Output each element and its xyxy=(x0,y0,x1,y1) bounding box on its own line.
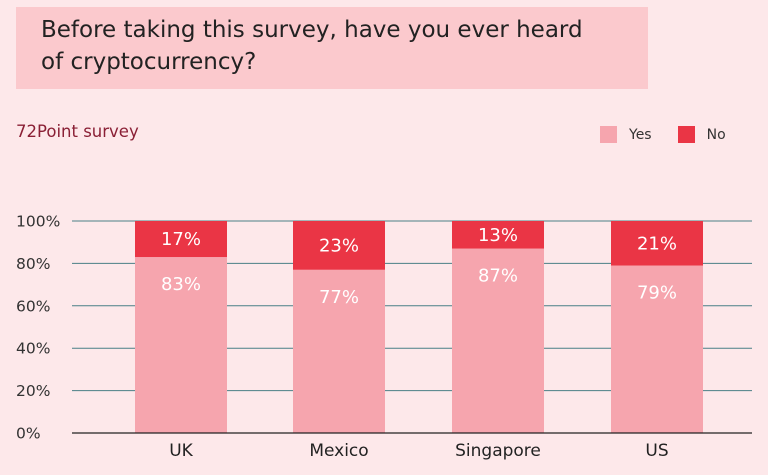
bar-yes xyxy=(293,269,385,433)
y-tick-label: 80% xyxy=(16,255,50,273)
bar-no xyxy=(135,221,227,258)
data-label-no: 17% xyxy=(161,229,201,250)
x-tick-label: UK xyxy=(169,441,193,461)
legend-label-yes: Yes xyxy=(629,126,652,143)
legend-label-no: No xyxy=(706,126,726,143)
chart-title: Before taking this survey, have you ever… xyxy=(41,17,583,75)
bar-no xyxy=(611,221,703,266)
title-banner xyxy=(16,7,648,89)
chart-subtitle: 72Point survey xyxy=(16,122,139,141)
x-tick-label: Mexico xyxy=(309,441,368,461)
y-tick-label: 100% xyxy=(16,213,60,231)
legend: Yes No xyxy=(600,126,726,143)
y-tick-label: 60% xyxy=(16,297,50,315)
legend-item-no: No xyxy=(677,126,726,143)
legend-swatch-no xyxy=(677,126,695,143)
data-label-no: 23% xyxy=(319,235,359,256)
bar-yes xyxy=(452,248,544,433)
data-label-yes: 79% xyxy=(637,283,677,304)
y-tick-label: 40% xyxy=(16,340,50,358)
x-tick-label: Singapore xyxy=(455,441,541,461)
data-label-yes: 77% xyxy=(319,287,359,308)
legend-item-yes: Yes xyxy=(600,126,652,143)
y-tick-label: 20% xyxy=(16,382,50,400)
data-label-yes: 87% xyxy=(478,266,518,287)
x-tick-label: US xyxy=(645,441,668,461)
bar-no xyxy=(293,221,385,270)
legend-swatch-yes xyxy=(600,126,617,143)
bar-no xyxy=(452,221,544,249)
data-label-no: 21% xyxy=(637,233,677,254)
data-label-no: 13% xyxy=(478,225,518,246)
bar-yes xyxy=(611,265,703,433)
bar-yes xyxy=(135,257,227,433)
data-label-yes: 83% xyxy=(161,274,201,295)
y-tick-label: 0% xyxy=(16,425,41,443)
